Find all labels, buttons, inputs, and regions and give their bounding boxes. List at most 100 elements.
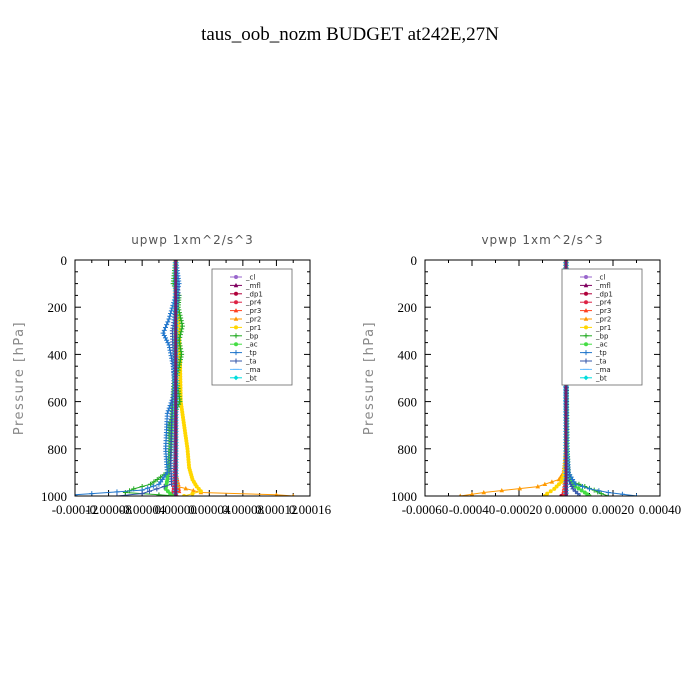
series-marker_bp: [178, 318, 184, 324]
series-marker_tp: [160, 330, 166, 336]
legend-label: _pr2: [595, 316, 611, 324]
legend-label: _ta: [595, 358, 607, 366]
figure-title: taus_oob_nozm BUDGET at242E,27N: [201, 24, 499, 45]
legend-marker: [584, 300, 588, 305]
plot-frame: [74, 259, 311, 497]
series-marker_tp: [596, 488, 602, 494]
legend-marker: [233, 333, 239, 339]
x-tick-label: -0.00060: [402, 502, 449, 517]
x-tick-label: 0.00040: [639, 502, 681, 517]
legend-marker: [233, 358, 239, 364]
legend-marker: [233, 350, 239, 356]
series-marker_pr1: [552, 486, 557, 491]
y-tick-label: 1000: [391, 489, 417, 504]
y-tick-label: 400: [48, 347, 68, 362]
legend-label: _bp: [245, 332, 259, 340]
series-marker_tp: [165, 340, 171, 346]
series-marker_tp: [156, 481, 162, 487]
y-tick-label: 200: [48, 300, 68, 315]
legend-label: _mfl: [595, 282, 611, 290]
series-marker_pr2: [535, 484, 541, 489]
series-line_tp: [75, 260, 180, 496]
series-marker_bp: [177, 399, 183, 405]
series-marker_ta: [575, 491, 581, 496]
series-marker_pr2: [556, 476, 562, 482]
y-tick-label: 600: [398, 395, 418, 410]
chart-panel-2: vpwp 1xm^2/s^3 Pressure [hPa] 0 200 400 600 80…: [362, 233, 681, 517]
series-marker_tp: [587, 486, 592, 492]
series-marker_ta: [146, 488, 152, 494]
legend-label: _pr4: [245, 299, 262, 307]
series-line_pr2: [460, 260, 567, 496]
x-tick-label: -0.00040: [449, 502, 496, 517]
series-marker_tp: [579, 484, 585, 490]
legend-marker: [583, 350, 589, 356]
series-marker_bp: [176, 362, 182, 368]
legend-marker: [584, 291, 588, 296]
series-marker_pr2: [274, 492, 279, 496]
x-tick-label: 0.00000: [155, 502, 197, 517]
series-marker_tp: [161, 327, 167, 333]
legend-label: _bp: [595, 332, 609, 340]
y-tick-label: 0: [411, 253, 418, 268]
series-marker_pr2: [549, 479, 555, 484]
series-marker_bp: [177, 334, 183, 340]
series-marker_tp: [164, 322, 170, 328]
legend-label: _tp: [595, 349, 607, 357]
y-tick-label: 800: [48, 442, 68, 457]
legend-marker: [584, 275, 588, 279]
legend-label: _pr1: [595, 324, 611, 332]
legend: _cl_mfl_dp1_pr4_pr3_pr2_pr1_bp_ac_tp_ta_…: [211, 268, 293, 386]
legend-marker: [583, 316, 589, 321]
series-marker_tp: [572, 481, 578, 487]
series-marker_bp: [177, 340, 183, 346]
legend-marker: [233, 316, 239, 321]
series-marker_bp: [156, 492, 162, 496]
series-marker_bp: [598, 491, 604, 496]
legend-label: _cl: [595, 274, 605, 282]
series-marker_bp: [178, 329, 184, 335]
legend-marker: [583, 333, 589, 339]
legend-label: _bt: [245, 374, 257, 382]
legend-marker: [234, 342, 238, 347]
series-marker_bp: [177, 343, 183, 349]
series-group: [75, 260, 295, 496]
legend-label: _ma: [595, 366, 611, 374]
legend-marker: [234, 275, 238, 279]
series-marker_tp: [167, 313, 173, 319]
series-marker_tp: [162, 324, 168, 330]
plot-frame: [424, 259, 661, 497]
panel-title: vpwp 1xm^2/s^3: [481, 233, 603, 247]
series-marker_tp: [605, 489, 611, 495]
y-axis-label: Pressure [hPa]: [362, 321, 377, 435]
series-marker_bp: [178, 349, 184, 355]
series-marker_bp: [154, 476, 160, 482]
x-tick-label: -0.00008: [85, 502, 132, 517]
x-tick-label: 0.00016: [289, 502, 332, 517]
series-marker_bp: [177, 332, 183, 338]
series-marker_pr2: [542, 481, 548, 486]
legend-box: [211, 268, 293, 386]
series-marker_tp: [634, 493, 639, 496]
series-marker_ta: [139, 491, 145, 496]
legend-marker: [234, 291, 238, 296]
series-marker_bp: [178, 354, 184, 360]
legend-marker: [234, 325, 238, 330]
legend-label: _mfl: [245, 282, 261, 290]
series-marker_tp: [75, 492, 78, 496]
x-tick-label: 0.00012: [255, 502, 297, 517]
series-marker_tp: [164, 337, 170, 343]
legend-label: _pr4: [595, 299, 612, 307]
y-axis-label: Pressure [hPa]: [12, 321, 27, 435]
legend-marker: [233, 282, 239, 288]
series-marker_ta: [570, 486, 576, 492]
series-marker_ta: [577, 493, 583, 496]
legend-marker: [584, 342, 588, 347]
series-marker_bp: [148, 481, 154, 487]
series-marker_bp: [178, 315, 184, 321]
series-marker_bp: [178, 346, 184, 352]
legend-label: _ta: [245, 358, 257, 366]
series-marker_pr2: [481, 489, 487, 495]
x-tick-label: 0.00000: [545, 502, 587, 517]
